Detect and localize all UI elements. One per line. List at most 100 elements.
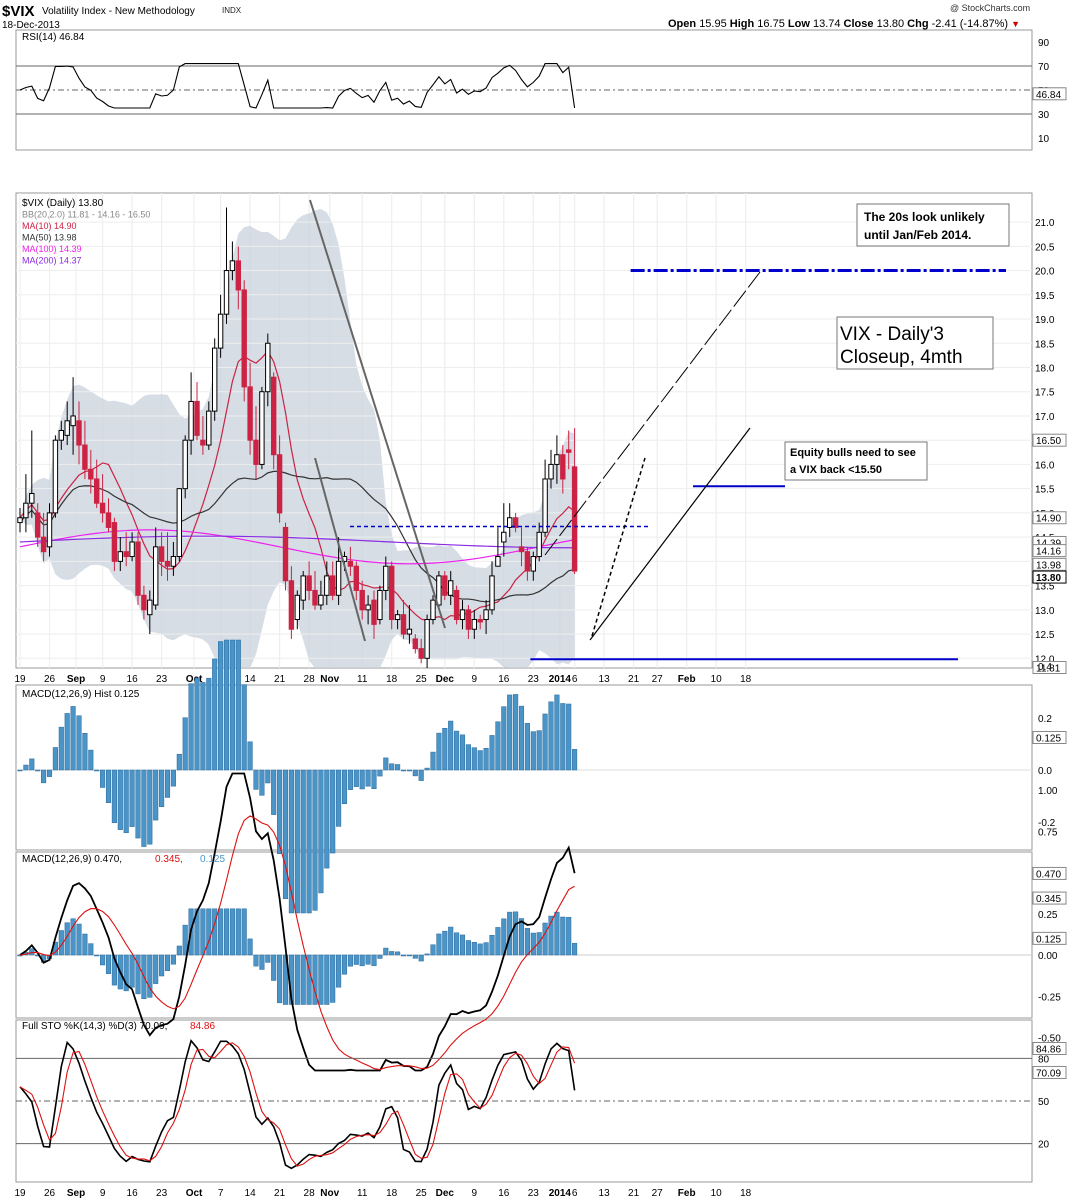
candle-body [217,313,224,349]
hist-bar [200,682,206,771]
title-line2: Closeup, 4mth [840,347,963,368]
x-tick-label-top: Nov [320,674,339,685]
close-label: Close [843,18,874,30]
x-tick-label-top: Dec [436,674,455,685]
hist-bar [554,694,560,771]
close-value: 13.80 [876,18,905,30]
x-tick-label-top: 16 [498,674,510,685]
macd-hist-panel: 0.40.20.0-0.2-0.4MACD(12,26,9) Hist 0.12… [16,639,1067,914]
macd-hist-bar [406,954,412,957]
x-tick-label-top: 16 [127,674,139,685]
hist-bar [58,726,64,771]
price-legend-item: BB(20,2.0) 11.81 - 14.16 - 16.50 [22,210,150,220]
candle-body [253,439,259,465]
macd-hist-bar [330,954,336,1003]
candle-body [306,575,312,591]
candle-body [82,444,88,470]
candle-body [276,454,283,514]
stockcharts-watermark: @ StockCharts.com [950,3,1031,13]
candle-body [271,376,277,456]
macd-hist-bar [58,930,64,956]
price-tag-box [1032,661,1067,675]
macd-signal-line [19,815,575,1071]
note-20s-line1: The 20s look unlikely [864,210,985,224]
annotations: The 20s look unlikely until Jan/Feb 2014.… [309,199,1010,661]
macd-hist-bar [247,938,253,956]
price-tag: 14.90 [1036,514,1061,525]
sto-label: Full STO %K(14,3) %D(3) 70.09, [22,1021,167,1032]
sto-tick-label: 50 [1038,1097,1050,1108]
hist-bar [294,769,300,914]
macd-tick-label: 0.00 [1038,951,1058,962]
rsi-label: RSI(14) 46.84 [22,32,85,43]
candle-body [471,619,478,630]
x-tick-label-bottom: Dec [436,1188,455,1199]
price-tick-label: 13.5 [1035,582,1055,593]
candle-body [99,502,106,514]
note-20s-box [856,203,1010,247]
hist-bar [29,758,35,771]
macd-hist-bar [318,954,324,1005]
candle-body [212,347,218,412]
macd-hist-bar [465,940,471,956]
sto-tick-label: 20 [1038,1140,1050,1151]
macd-hist-bar [560,916,566,956]
macd-hist-bar [536,932,542,956]
x-tick-label-top: 28 [304,674,316,685]
candle-body [418,648,424,659]
hist-bar [336,769,342,827]
x-tick-label-top: 23 [528,674,540,685]
sto-k-line [19,1039,576,1170]
hist-bar [377,769,383,777]
price-tick-label: 16.0 [1035,460,1055,471]
hist-bar [176,753,182,771]
x-tick-label-bottom: 7 [218,1188,224,1199]
hist-bar [253,769,259,790]
macd-hist-bar [94,954,100,957]
macd-hist-bar [200,908,206,956]
hist-bar [389,763,395,771]
candle-body [430,599,436,621]
hist-bar [247,741,253,771]
macd-hist-bar [100,954,106,966]
macd-hist-bar [70,918,76,956]
hist-bar [111,769,117,823]
candle-body [524,551,531,572]
rsi-tick-label: 10 [1038,134,1050,145]
hist-bar [76,715,82,771]
hist-bar [82,732,88,771]
hist-bar [477,750,483,771]
x-tick-label-top: 26 [44,674,56,685]
x-tick-label-bottom: 25 [416,1188,428,1199]
x-tick-label-bottom: 14 [245,1188,257,1199]
hist-bar [459,734,466,771]
hist-bar [35,769,41,772]
bollinger-band-fill [20,208,575,669]
candle-body [453,589,460,621]
macd-hist-bar [365,954,371,965]
candle-body [571,466,578,572]
x-tick-label-bottom: 13 [599,1188,611,1199]
low-value: 13.74 [812,18,841,30]
x-tick-label-bottom: 21 [628,1188,640,1199]
high-value: 16.75 [757,18,785,30]
symbol-title: $VIX [2,3,35,20]
hist-bar [318,769,324,894]
hist-bar [23,764,29,771]
macd-tick-label: -0.50 [1038,1034,1061,1045]
candle-body [88,468,94,480]
macd-hist-bar [135,954,141,995]
x-tick-label-top: 9 [472,674,478,685]
hist-bar [536,730,542,771]
sto-panel: 80 50 20 Full STO %K(14,3) %D(3) 70.09, 84.8… [16,1021,1067,1170]
macd-hist-bar [153,954,159,984]
macd-hist-bar [353,954,359,965]
hist-bar [241,684,247,771]
price-legend-item: $VIX (Daily) 13.80 [22,198,104,209]
hist-bar [436,732,442,771]
macd-hist-bar [105,954,112,974]
channel-upper-line [544,271,761,556]
hist-bar [135,769,141,839]
hist-bar [400,769,407,772]
